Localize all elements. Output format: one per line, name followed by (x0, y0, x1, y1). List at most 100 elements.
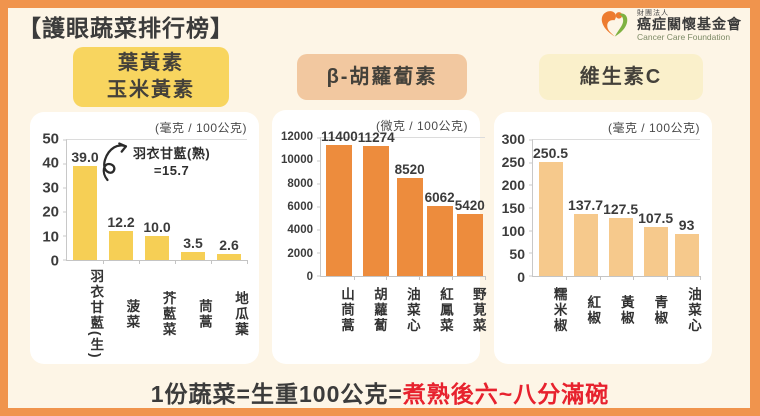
y-axis-tick-mark (63, 235, 67, 237)
y-axis-tick-mark (529, 139, 533, 141)
category-label: 黃椒 (618, 295, 634, 326)
bar-value-label: 11400 (321, 128, 358, 144)
unit-label: (毫克 / 100公克) (154, 121, 247, 135)
bar (456, 213, 483, 276)
x-axis-tick-mark (566, 276, 568, 280)
y-axis-tick-label: 0 (50, 252, 59, 270)
logo-org-name: 癌症關懷基金會 (637, 15, 742, 32)
x-axis-tick-mark (139, 260, 140, 264)
foundation-logo: 財團法人 癌症關懷基金會 Cancer Care Foundation (596, 5, 742, 46)
category-label: 胡蘿蔔 (371, 287, 387, 334)
bar (426, 206, 453, 276)
logo-text-block: 財團法人 癌症關懷基金會 Cancer Care Foundation (637, 10, 742, 42)
y-axis-tick-mark (317, 160, 321, 162)
x-axis-tick-mark (633, 276, 635, 280)
y-axis-tick-mark (529, 252, 533, 254)
category-label: 菠菜 (124, 299, 140, 330)
category-label: 茼蒿 (196, 299, 212, 330)
bar-value-label: 11274 (357, 130, 395, 146)
chart-panel-lutein: (毫克 / 100公克) 50 40 30 20 10 0 羽衣甘藍(熟) =15.7 3… (30, 112, 259, 364)
bar-chart-beta-carotene: 12000 10000 8000 6000 4000 2000 0 11400 11274 85… (280, 129, 486, 339)
y-axis-tick-label: 2000 (287, 247, 313, 260)
y-axis-tick-label: 30 (42, 179, 59, 197)
y-axis-tick-label: 100 (501, 223, 525, 239)
footnote: 1份蔬菜=生重100公克=煮熟後六~八分滿碗 (0, 375, 760, 409)
bar-slot: 107.5 (638, 140, 673, 276)
y-axis: 12000 10000 8000 6000 4000 2000 0 (280, 131, 320, 283)
logo-org-type: 財團法人 (637, 9, 669, 17)
bar-slot: 5420 (455, 138, 485, 276)
bar-slot: 11400 (321, 129, 358, 276)
y-axis-tick-mark (63, 187, 67, 189)
bar-slot: 6062 (425, 138, 455, 276)
y-axis-tick-mark (317, 229, 321, 231)
y-axis-tick-mark (317, 252, 321, 254)
bar-slot: 12.2 (103, 140, 139, 260)
chart-panel-beta-carotene: (微克 / 100公克) 12000 10000 8000 6000 4000 2000 0… (272, 110, 486, 364)
bar-slot: 137.7 (568, 140, 603, 276)
bar-chart-vitamin-c: 300 250 200 150 100 50 0 250.5 137.7 127.5 107.5 9… (501, 131, 701, 339)
y-axis-tick-label: 6000 (287, 201, 313, 213)
y-axis-tick-mark (317, 275, 321, 277)
y-axis-tick-label: 250 (501, 154, 525, 170)
bar (145, 236, 169, 260)
bar-value-label: 39.0 (71, 149, 99, 166)
y-axis-tick-label: 150 (501, 200, 525, 216)
x-axis-category-labels: 羽衣甘藍(生) 菠菜 芥藍菜 茼蒿 地瓜葉 (66, 261, 248, 363)
x-axis-tick-mark (700, 276, 701, 280)
bar (109, 230, 133, 260)
y-axis-tick-mark (529, 230, 533, 232)
plot-area: 羽衣甘藍(熟) =15.7 39.0 12.2 10.0 3.5 2.6 (63, 139, 248, 264)
category-label: 芥藍菜 (160, 291, 176, 338)
bar-slot: 3.5 (175, 140, 211, 260)
category-label: 油菜心 (685, 287, 701, 334)
bar-slot: 2.6 (211, 140, 247, 260)
bar (217, 253, 241, 260)
y-axis-tick-label: 0 (517, 269, 525, 285)
category-label: 油菜心 (404, 287, 420, 334)
x-axis-tick-mark (386, 276, 388, 280)
bar (326, 144, 353, 276)
x-axis-tick-mark (666, 276, 668, 280)
x-axis-tick-mark (103, 260, 104, 264)
plot-column: 11400 11274 8520 6062 5420 山茼蒿 胡蘿蔔 油菜心 紅鳳菜 野莧菜 (317, 129, 486, 339)
chart-panel-vitamin-c: (毫克 / 100公克) 300 250 200 150 100 50 0 250.5 137… (494, 112, 712, 364)
y-axis-tick-label: 40 (42, 154, 59, 172)
bar (643, 227, 668, 276)
bar-slot: 127.5 (603, 140, 638, 276)
bar (538, 162, 563, 276)
bar-value-label: 3.5 (183, 234, 203, 251)
bar-slot: 8520 (395, 138, 425, 276)
y-axis-tick-label: 4000 (287, 224, 313, 237)
y-axis-tick-label: 12000 (281, 131, 313, 143)
bar-value-label: 10.0 (143, 219, 171, 235)
logo-org-name-en: Cancer Care Foundation (637, 31, 731, 42)
y-axis: 50 40 30 20 10 0 (38, 131, 66, 270)
y-axis-tick-label: 50 (509, 246, 525, 262)
x-axis-tick-mark (484, 276, 486, 280)
y-axis-tick-mark (63, 211, 67, 213)
y-axis-tick-label: 10 (42, 228, 59, 246)
unit-label: (毫克 / 100公克) (607, 121, 700, 135)
y-axis-tick-label: 8000 (287, 177, 313, 190)
category-label: 羽衣甘藍(生) (88, 269, 104, 360)
bar (396, 178, 423, 276)
plot-column: 羽衣甘藍(熟) =15.7 39.0 12.2 10.0 3.5 2.6 羽衣甘藍(生)… (63, 139, 248, 363)
bar-slot: 11274 (358, 130, 395, 276)
plot-column: 250.5 137.7 127.5 107.5 93 糯米椒 紅椒 黃椒 青椒 油菜心 (529, 139, 701, 339)
y-axis-tick-mark (317, 137, 321, 139)
category-label: 青椒 (652, 295, 668, 326)
x-axis-category-labels: 糯米椒 紅椒 黃椒 青椒 油菜心 (532, 277, 701, 339)
plot-area: 250.5 137.7 127.5 107.5 93 (529, 139, 701, 280)
y-axis-tick-mark (63, 163, 67, 165)
y-axis-tick-mark (529, 184, 533, 186)
y-axis-tick-label: 0 (306, 271, 313, 283)
footnote-normal-text: 1份蔬菜=生重100公克= (150, 381, 403, 407)
chart-badge-lutein: 葉黃素 玉米黃素 (73, 47, 229, 107)
x-axis-tick-mark (599, 276, 601, 280)
y-axis-tick-label: 200 (501, 177, 525, 193)
bar (674, 233, 699, 276)
y-axis: 300 250 200 150 100 50 0 (501, 131, 532, 285)
bar-value-label: 93 (678, 216, 695, 233)
